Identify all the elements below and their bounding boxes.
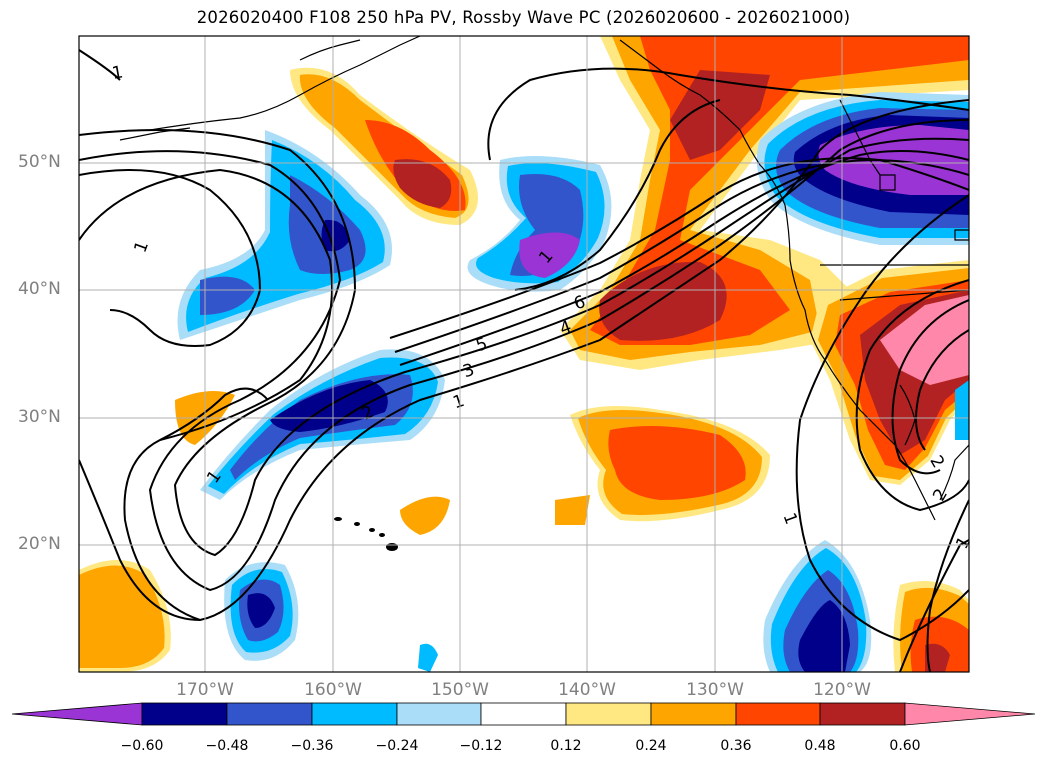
gridlines: [79, 36, 969, 672]
contour-label: 1: [111, 62, 125, 84]
colorbar-segment: [565, 702, 652, 726]
colorbar-tick-label: −0.48: [205, 738, 249, 754]
pv-shading: [79, 36, 969, 672]
colorbar-tick-label: −0.60: [120, 738, 164, 754]
latitude-label: 20°N: [18, 534, 61, 554]
hawaiian-islands: [334, 517, 398, 551]
colorbar-tick-label: 0.36: [720, 738, 752, 754]
colorbar-tick-label: 0.24: [635, 738, 667, 754]
colorbar-segment: [226, 702, 313, 726]
colorbar-segment: [141, 702, 228, 726]
positive-anomaly-southwest: [79, 560, 171, 672]
colorbar-segment: [904, 702, 1036, 726]
colorbar-segment: [735, 702, 821, 726]
colorbar-segment: [396, 702, 482, 726]
positive-anomaly-southeast: [893, 581, 969, 672]
colorbar-segment: [480, 702, 567, 726]
longitude-label: 150°W: [431, 680, 489, 700]
positive-anomaly-west: [290, 67, 478, 226]
longitude-label: 140°W: [558, 680, 616, 700]
colorbar-tick-label: 0.12: [550, 738, 582, 754]
negative-anomaly-south: [224, 562, 299, 661]
colorbar-segment: [11, 702, 143, 726]
negative-anomaly-central-north: [467, 156, 612, 292]
colorbar-segment: [650, 702, 737, 726]
colorbar: [11, 702, 1036, 726]
longitude-label: 160°W: [304, 680, 362, 700]
longitude-label: 120°W: [813, 680, 871, 700]
colorbar-tick-label: 0.48: [804, 738, 836, 754]
colorbar-tick-label: −0.36: [290, 738, 334, 754]
latitude-label: 30°N: [18, 407, 61, 427]
longitude-label: 130°W: [686, 680, 744, 700]
map-frame: [78, 35, 970, 673]
colorbar-segment: [819, 702, 906, 726]
colorbar-tick-label: 0.60: [889, 738, 921, 754]
coastlines: [119, 36, 969, 521]
latitude-label: 50°N: [18, 152, 61, 172]
negative-anomaly-northeast: [756, 92, 969, 245]
map-title: 2026020400 F108 250 hPa PV, Rossby Wave …: [196, 8, 851, 27]
longitude-label: 170°W: [176, 680, 234, 700]
colorbar-tick-label: −0.12: [459, 738, 503, 754]
colorbar-tick-label: −0.24: [375, 738, 419, 754]
latitude-label: 40°N: [18, 279, 61, 299]
positive-anomaly-central: [175, 391, 770, 535]
colorbar-segment: [311, 702, 398, 726]
